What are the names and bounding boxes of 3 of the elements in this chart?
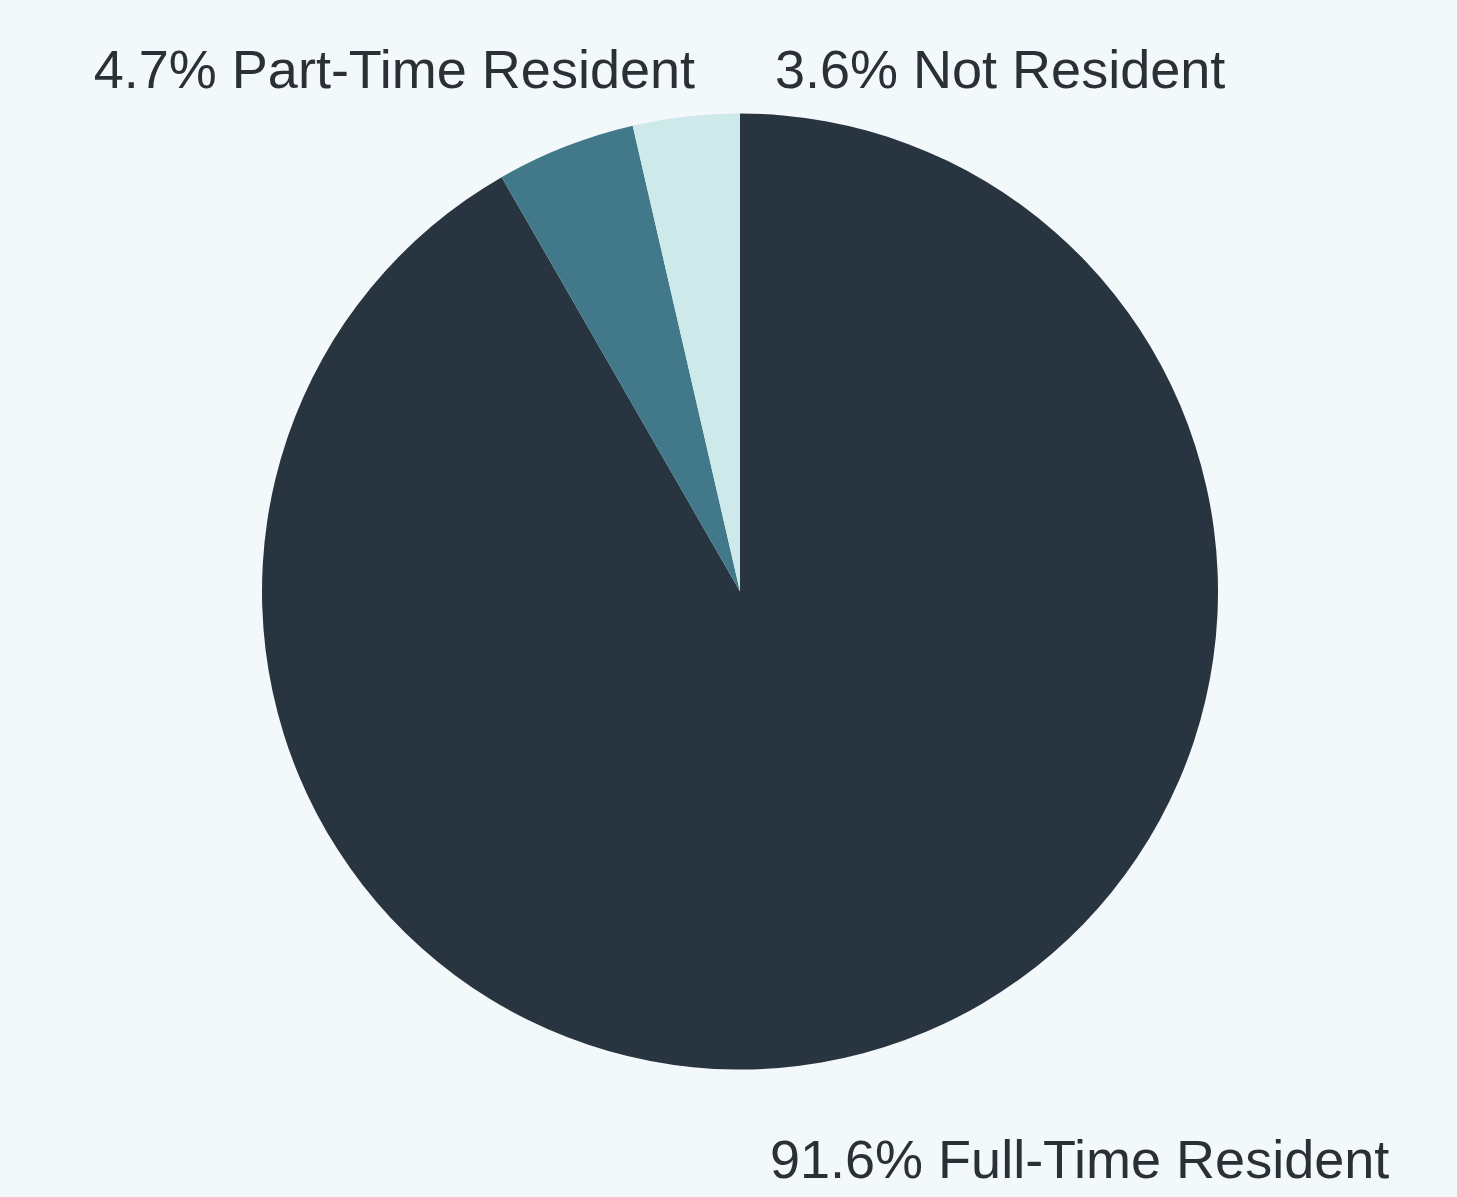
slice-label: 4.7% Part-Time Resident xyxy=(93,39,695,99)
slice-label: 91.6% Full-Time Resident xyxy=(770,1129,1390,1189)
slice-label: 3.6% Not Resident xyxy=(775,39,1226,99)
